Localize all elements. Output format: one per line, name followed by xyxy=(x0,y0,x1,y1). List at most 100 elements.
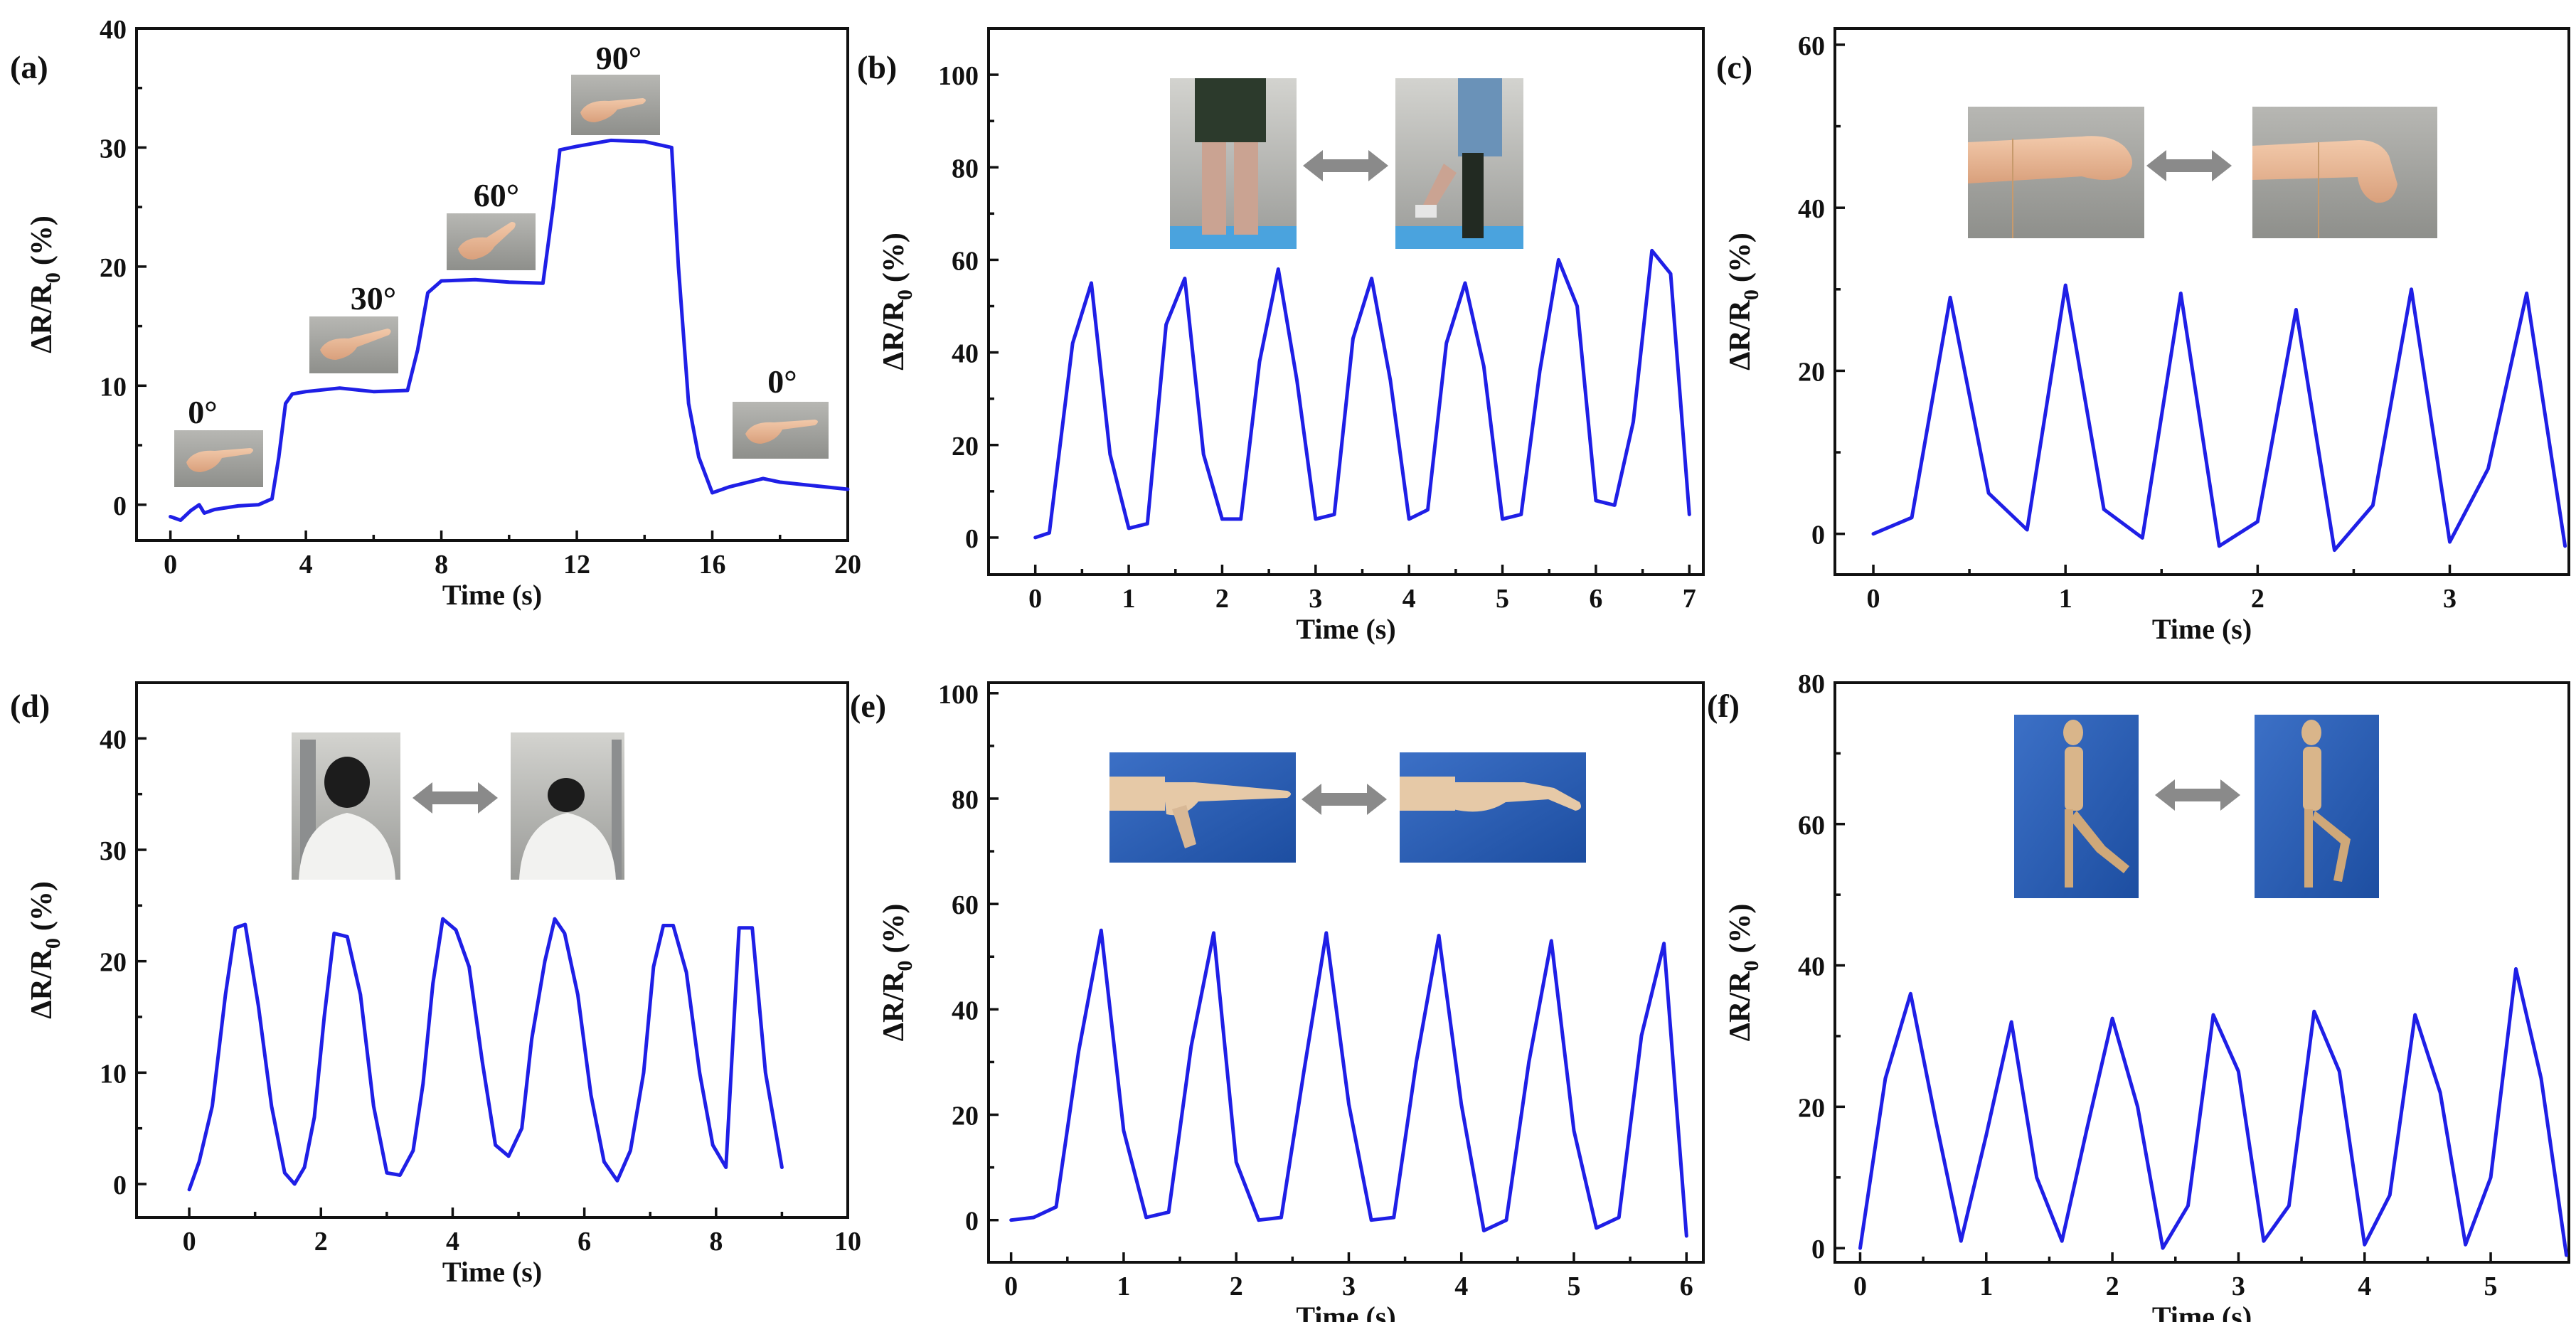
data-point-a-26 xyxy=(643,140,646,144)
xtick-label-e-5: 5 xyxy=(1567,1272,1580,1301)
xtick-label-d-5: 10 xyxy=(834,1227,861,1257)
data-point-d-18 xyxy=(398,1173,402,1177)
data-point-c-15 xyxy=(2448,540,2452,544)
xlabel-d: Time (s) xyxy=(442,1256,542,1288)
data-point-d-27 xyxy=(507,1154,511,1158)
xtick-label-f-0: 0 xyxy=(1853,1272,1867,1301)
data-point-f-23 xyxy=(2439,1091,2442,1094)
data-point-b-35 xyxy=(1688,513,1691,516)
data-point-d-5 xyxy=(243,923,247,926)
xtick-label-a-1: 4 xyxy=(299,550,313,580)
data-point-f-28 xyxy=(2565,1254,2568,1257)
panel-label-e: (e) xyxy=(850,688,886,724)
data-point-a-23 xyxy=(558,148,562,151)
data-point-b-21 xyxy=(1426,508,1430,511)
plot-frame-e xyxy=(987,681,1705,1264)
data-point-a-9 xyxy=(277,455,280,459)
data-point-c-14 xyxy=(2410,287,2413,291)
ylabel-c: ΔR/R0(%) xyxy=(1724,233,1763,371)
data-point-e-20 xyxy=(1459,1102,1463,1106)
panel-label-a: (a) xyxy=(10,49,48,85)
data-point-f-24 xyxy=(2464,1243,2467,1247)
data-point-a-4 xyxy=(203,511,206,515)
data-point-a-36 xyxy=(846,488,849,491)
data-point-f-2 xyxy=(1909,992,1912,996)
data-point-b-1 xyxy=(1048,531,1051,535)
data-point-f-6 xyxy=(2010,1020,2013,1024)
data-point-a-14 xyxy=(372,390,376,393)
data-point-d-24 xyxy=(467,965,471,969)
data-point-b-34 xyxy=(1669,272,1672,275)
data-point-a-25 xyxy=(609,139,612,142)
ytick-label-c-2: 40 xyxy=(1798,194,1825,224)
data-point-e-30 xyxy=(1685,1235,1688,1237)
data-point-c-12 xyxy=(2333,548,2336,552)
data-point-f-9 xyxy=(2085,1126,2089,1130)
data-point-e-1 xyxy=(1032,1216,1036,1219)
data-point-a-0 xyxy=(169,515,172,518)
data-point-e-6 xyxy=(1144,1216,1148,1219)
data-point-b-23 xyxy=(1464,282,1467,284)
ytick-label-c-0: 0 xyxy=(1811,521,1825,550)
xtick-label-c-2: 2 xyxy=(2251,584,2264,614)
data-point-a-29 xyxy=(687,402,691,405)
data-point-d-19 xyxy=(411,1149,415,1152)
data-point-c-8 xyxy=(2179,292,2183,295)
xtick-label-a-4: 16 xyxy=(699,550,726,580)
data-point-f-0 xyxy=(1858,1247,1862,1250)
data-point-f-27 xyxy=(2540,1077,2543,1080)
data-point-d-31 xyxy=(553,917,556,921)
data-point-d-15 xyxy=(358,993,362,996)
data-point-d-12 xyxy=(322,1016,326,1018)
xlabel-f: Time (s) xyxy=(2152,1301,2252,1322)
plot-frame-d xyxy=(135,681,849,1219)
ytick-label-a-3: 30 xyxy=(100,134,127,164)
panel-c: (c) 0 20 40 60 0 1 2 3 Time (s) ΔR/R0(%) xyxy=(1716,27,2570,645)
ytick-label-a-4: 40 xyxy=(100,15,127,45)
data-point-c-0 xyxy=(1872,532,1875,535)
ytick-label-d-4: 40 xyxy=(100,725,127,755)
photo-mannequin-knee-bent xyxy=(2255,715,2379,898)
data-point-c-11 xyxy=(2294,308,2298,311)
data-point-e-10 xyxy=(1235,1161,1238,1164)
data-point-e-28 xyxy=(1640,1034,1643,1038)
data-point-a-22 xyxy=(551,206,555,209)
data-point-e-14 xyxy=(1324,931,1328,934)
xtick-label-b-2: 2 xyxy=(1215,584,1229,614)
axes-a: 0 10 20 30 40 0 4 8 12 16 20 Time (s) ΔR/R0(%) xyxy=(26,15,861,611)
data-point-e-19 xyxy=(1437,934,1441,937)
data-point-e-24 xyxy=(1550,939,1553,942)
ytick-label-f-0: 0 xyxy=(1811,1235,1825,1264)
data-point-f-12 xyxy=(2161,1247,2164,1250)
data-point-a-28 xyxy=(676,265,680,268)
data-point-d-4 xyxy=(233,926,237,929)
data-point-d-44 xyxy=(711,1144,715,1147)
data-point-d-6 xyxy=(257,1004,260,1008)
axes-c: 0 20 40 60 0 1 2 3 Time (s) ΔR/R0(%) xyxy=(1724,31,2457,645)
data-point-b-14 xyxy=(1295,378,1299,382)
data-point-d-2 xyxy=(211,1104,214,1108)
ytick-label-b-0: 0 xyxy=(965,524,979,554)
xtick-label-c-0: 0 xyxy=(1867,584,1880,614)
photo-finger-bent xyxy=(1400,752,1586,863)
photo-neck-bent xyxy=(511,732,624,880)
data-point-a-2 xyxy=(189,509,193,513)
ytick-label-d-1: 10 xyxy=(100,1059,127,1089)
data-point-d-33 xyxy=(576,993,580,996)
data-point-b-15 xyxy=(1314,517,1317,521)
panel-b: (b) 0 20 40 60 80 100 0 1 2 3 4 5 6 7 Time (s) ΔR/R0(%) xyxy=(857,27,1705,645)
ytick-label-f-3: 60 xyxy=(1798,811,1825,841)
ytick-label-f-4: 80 xyxy=(1798,669,1825,699)
data-point-f-4 xyxy=(1959,1240,1963,1243)
data-point-a-7 xyxy=(257,503,260,506)
data-point-a-1 xyxy=(179,518,182,522)
xtick-label-c-3: 3 xyxy=(2443,584,2457,614)
xtick-label-e-0: 0 xyxy=(1004,1272,1018,1301)
data-point-e-23 xyxy=(1527,1060,1531,1064)
data-point-d-7 xyxy=(270,1104,273,1108)
data-point-b-27 xyxy=(1538,369,1542,373)
data-point-b-11 xyxy=(1239,517,1242,521)
data-point-f-10 xyxy=(2111,1017,2114,1020)
data-point-b-8 xyxy=(1183,277,1186,280)
data-point-d-1 xyxy=(198,1160,201,1163)
